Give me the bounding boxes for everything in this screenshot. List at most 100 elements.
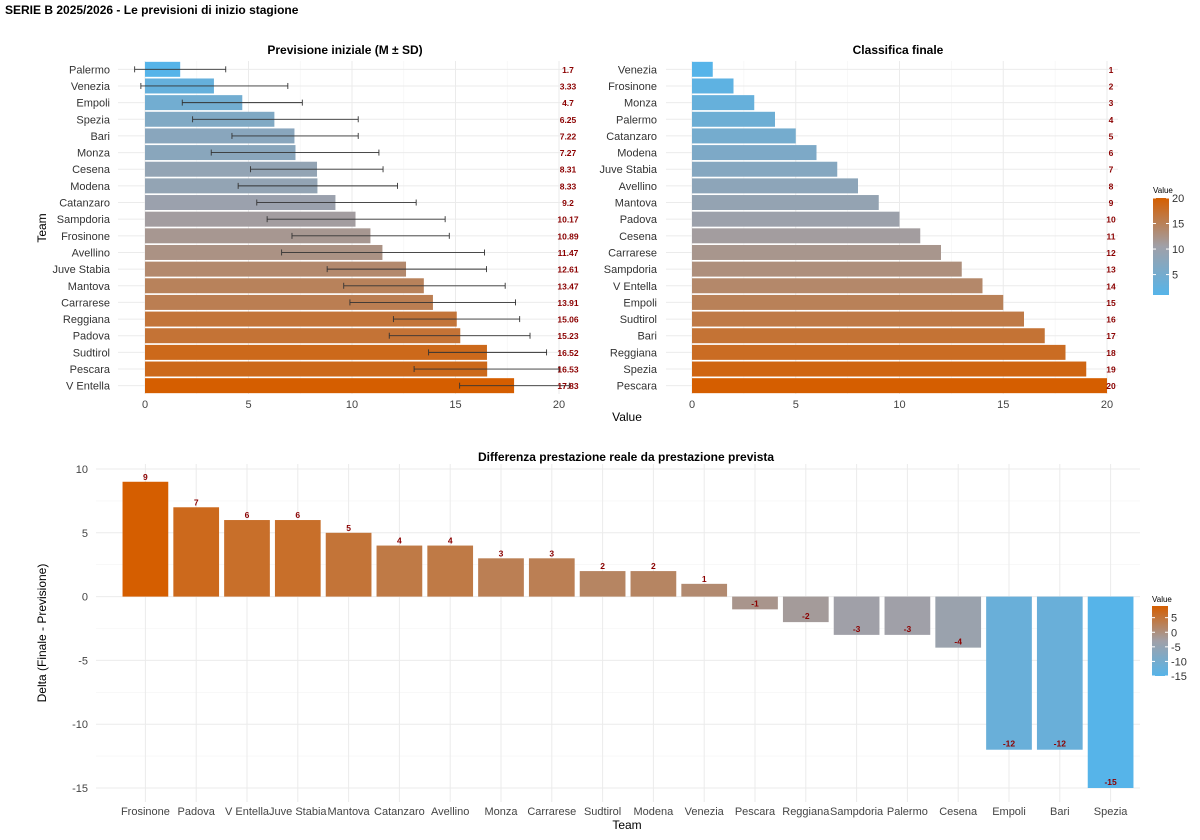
y-tick-label: Palermo	[616, 114, 657, 126]
bar	[145, 228, 371, 244]
data-label: 8.31	[560, 165, 577, 175]
x-tick-label: 0	[142, 399, 148, 411]
x-tick-label: 10	[893, 399, 905, 411]
x-tick-label: Catanzaro	[374, 806, 425, 818]
y-tick-label: Cesena	[619, 231, 658, 243]
bar	[145, 278, 424, 294]
legend-colorbar	[1153, 198, 1169, 295]
y-tick-label: Pescara	[617, 381, 658, 393]
y-tick-label: Frosinone	[61, 231, 110, 243]
x-tick-label: Sampdoria	[830, 806, 884, 818]
legend-tick-label: 0	[1171, 627, 1177, 639]
bar	[692, 78, 734, 94]
x-tick-label: Palermo	[887, 806, 928, 818]
data-label: -2	[802, 611, 810, 621]
y-tick-label: V Entella	[66, 381, 111, 393]
y-tick-label: Venezia	[71, 81, 111, 93]
y-tick-label: Padova	[620, 214, 658, 226]
y-tick-label: Carrarese	[608, 247, 657, 259]
data-label: 4	[397, 536, 402, 546]
data-label: 4.7	[562, 98, 574, 108]
x-tick-label: 5	[793, 399, 799, 411]
page-title: SERIE B 2025/2026 - Le previsioni di ini…	[5, 3, 299, 17]
data-label: 7.22	[560, 131, 577, 141]
data-label: 12.61	[557, 265, 579, 275]
legend-tick-label: -10	[1171, 656, 1187, 668]
x-tick-label: 15	[449, 399, 461, 411]
data-label: -4	[954, 637, 962, 647]
legend-tick-label: 10	[1172, 244, 1184, 256]
bar	[579, 571, 626, 597]
x-tick-label: Modena	[634, 806, 675, 818]
y-tick-label: Spezia	[623, 364, 658, 376]
legend-tick-label: 20	[1172, 193, 1184, 205]
x-tick-label: 10	[346, 399, 358, 411]
y-tick-label: Modena	[617, 148, 658, 160]
y-tick-label: Pescara	[70, 364, 111, 376]
bar	[692, 95, 755, 111]
x-tick-label: Frosinone	[121, 806, 170, 818]
bar	[173, 507, 220, 597]
data-label: 17.83	[557, 381, 579, 391]
y-tick-label: Monza	[624, 98, 658, 110]
bar	[782, 596, 829, 623]
data-label: 4	[448, 536, 453, 546]
bar	[145, 211, 356, 227]
y-tick-label: Mantova	[615, 198, 658, 210]
x-axis-label: Value	[612, 410, 642, 424]
y-tick-label: Empoli	[76, 98, 110, 110]
y-tick-label: Catanzaro	[59, 198, 110, 210]
y-tick-label: Padova	[73, 331, 111, 343]
bar	[1036, 596, 1083, 750]
y-tick-label: Sudtirol	[73, 347, 110, 359]
bar	[692, 228, 921, 244]
y-tick-label: Venezia	[618, 64, 658, 76]
y-tick-label: -15	[72, 783, 88, 795]
y-axis-label: Delta (Finale - Previsione)	[35, 564, 49, 703]
bar	[274, 520, 321, 597]
data-label: 15	[1106, 298, 1116, 308]
legend-title: Value	[1153, 186, 1173, 195]
data-label: 7	[194, 497, 199, 507]
bar	[692, 61, 713, 77]
x-tick-label: Reggiana	[782, 806, 830, 818]
bar	[145, 195, 336, 211]
bar	[692, 111, 775, 127]
bar	[224, 520, 270, 597]
data-label: 3	[549, 548, 554, 558]
y-tick-label: Juve Stabia	[600, 164, 658, 176]
y-axis-label: Team	[35, 213, 49, 242]
x-tick-label: Sudtirol	[584, 806, 621, 818]
y-tick-label: Carrarese	[61, 297, 110, 309]
data-label: 4	[1109, 115, 1114, 125]
data-label: 5	[1109, 131, 1114, 141]
data-label: -1	[751, 598, 759, 608]
data-label: 6	[245, 510, 250, 520]
bar	[145, 244, 383, 260]
bar	[145, 178, 318, 194]
y-tick-label: 0	[82, 592, 88, 604]
data-label: 15.06	[557, 315, 579, 325]
data-label: 12	[1106, 248, 1116, 258]
x-tick-label: Venezia	[685, 806, 725, 818]
y-tick-label: Avellino	[619, 181, 657, 193]
y-tick-label: Reggiana	[610, 347, 658, 359]
data-label: -3	[904, 624, 912, 634]
data-label: 1	[702, 574, 707, 584]
bar	[145, 261, 407, 277]
bar	[692, 378, 1107, 394]
data-label: 3.33	[560, 81, 577, 91]
bar	[145, 378, 515, 394]
y-tick-label: Reggiana	[63, 314, 111, 326]
y-tick-label: Modena	[70, 181, 111, 193]
data-label: 16	[1106, 315, 1116, 325]
x-tick-label: Monza	[484, 806, 518, 818]
data-label: 6.25	[560, 115, 577, 125]
data-label: 9	[1109, 198, 1114, 208]
data-label: 9.2	[562, 198, 574, 208]
bar	[692, 328, 1045, 344]
x-tick-label: V Entella	[225, 806, 270, 818]
bar	[692, 128, 796, 144]
data-label: 9	[143, 472, 148, 482]
